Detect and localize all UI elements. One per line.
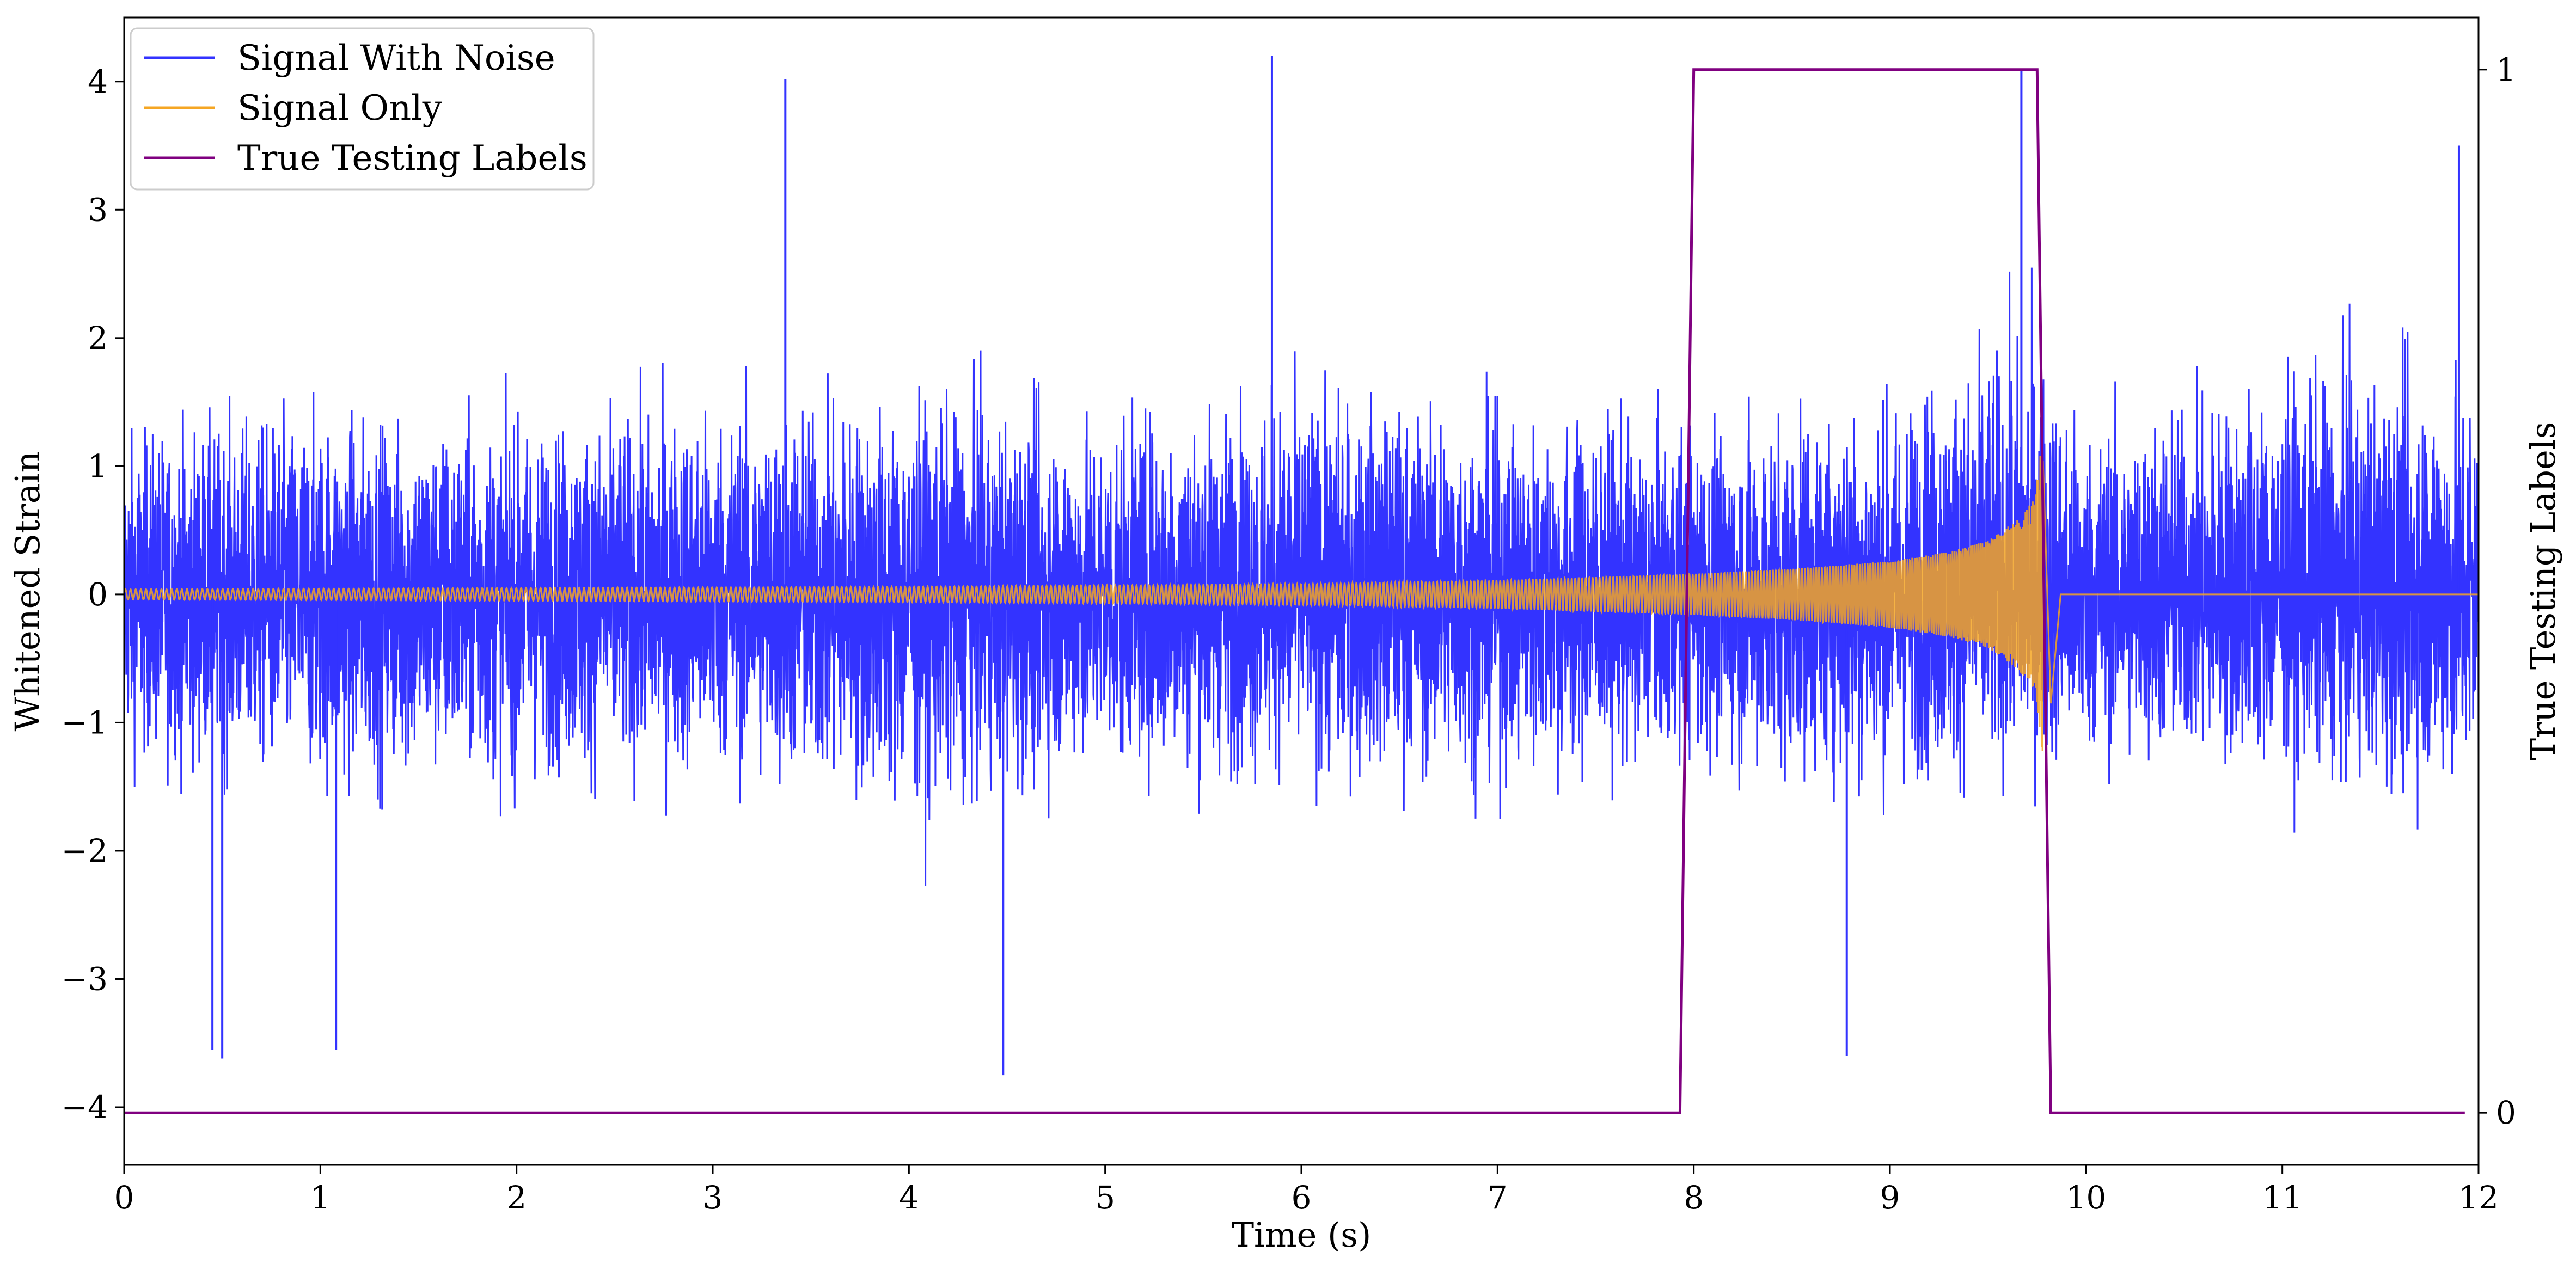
x-tick-label: 1 [310,1179,331,1216]
series-signal-only [124,456,2479,751]
x-tick-label: 0 [114,1179,134,1216]
legend-label: Signal Only [237,88,442,128]
y-tick-label: 3 [88,191,108,228]
x-tick-label: 2 [506,1179,527,1216]
x-tick-label: 7 [1488,1179,1508,1216]
y-tick-label: 1 [88,447,108,484]
x-axis: 0 1 2 3 4 5 6 7 8 9 10 11 12 [114,1165,2499,1216]
y-tick-label: 0 [88,576,108,613]
x-tick-label: 3 [703,1179,723,1216]
series-true-testing-labels [124,68,2465,1114]
y-tick-label: −1 [62,704,108,741]
y-tick-label: −4 [62,1089,108,1126]
x-tick-label: 10 [2066,1179,2106,1216]
legend-box [130,27,595,191]
x-tick-label: 9 [1880,1179,1900,1216]
x-tick-label: 8 [1684,1179,1704,1216]
labels-trace [124,68,2465,1114]
y-tick-label: −2 [62,832,108,869]
y2-tick-label: 0 [2496,1094,2516,1131]
legend-label: True Testing Labels [237,138,588,179]
y-axis-right: 01 [2479,51,2516,1131]
legend-label: Signal With Noise [237,38,555,78]
x-tick-label: 11 [2262,1179,2303,1216]
legend: Signal With Noise Signal Only True Testing… [130,27,595,191]
y2-tick-label: 1 [2496,51,2516,88]
y-axis-left: −4 −3 −2 −1 0 1 2 3 4 [62,63,124,1126]
x-tick-label: 5 [1095,1179,1115,1216]
y-tick-label: −3 [62,960,108,997]
signal-trace [124,456,2479,751]
x-axis-title: Time (s) [1232,1215,1372,1255]
series-signal-with-noise [124,56,2479,1076]
y-tick-label: 2 [88,320,108,357]
x-tick-label: 12 [2458,1179,2499,1216]
y2-axis-title: True Testing Labels [2523,422,2563,761]
y-tick-label: 4 [88,63,108,100]
x-tick-label: 4 [899,1179,919,1216]
x-tick-label: 6 [1292,1179,1312,1216]
noise-trace [124,267,2479,886]
plot-area [124,56,2479,1114]
y-axis-title: Whitened Strain [8,451,47,732]
